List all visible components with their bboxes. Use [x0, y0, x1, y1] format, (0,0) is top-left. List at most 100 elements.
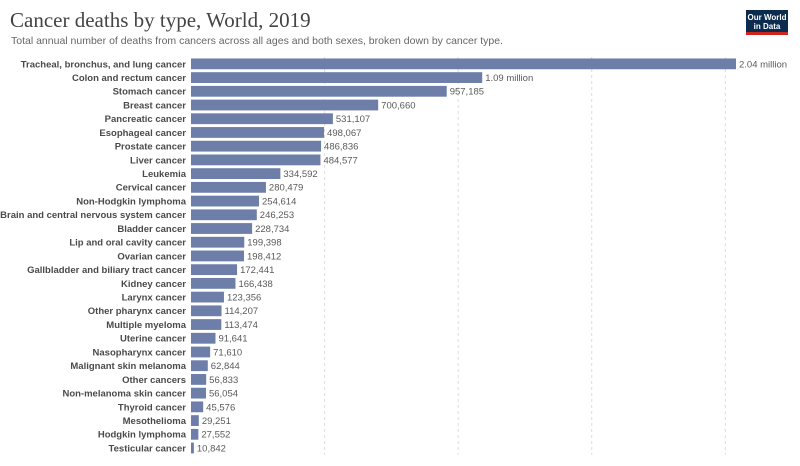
bar[interactable] — [191, 85, 447, 97]
bar-row[interactable]: Non-melanoma skin cancer 56,054 — [62, 387, 238, 400]
bar[interactable] — [191, 168, 281, 180]
bar-row[interactable]: Hodgkin lymphoma 27,552 — [98, 428, 231, 441]
value-label: 498,067 — [327, 128, 361, 139]
category-label: Ovarian cancer — [117, 251, 186, 262]
bar[interactable] — [191, 387, 206, 399]
bar-row[interactable]: Brain and central nervous system cancer 2… — [0, 209, 294, 221]
value-label: 486,836 — [324, 142, 358, 153]
bar-row[interactable]: Thyroid cancer 45,576 — [118, 401, 235, 413]
bar[interactable] — [191, 154, 321, 166]
bar-row[interactable]: Malignant skin melanoma 62,844 — [70, 360, 240, 372]
bar[interactable] — [191, 305, 222, 317]
bar[interactable] — [191, 291, 224, 303]
value-label: 484,577 — [323, 155, 357, 166]
value-label: 45,576 — [206, 402, 235, 413]
bar-row[interactable]: Multiple myeloma 113,474 — [106, 319, 258, 331]
value-label: 62,844 — [211, 361, 240, 372]
bar[interactable] — [191, 223, 253, 234]
value-label: 91,641 — [218, 334, 247, 345]
bar-row[interactable]: Ovarian cancer 198,412 — [117, 250, 281, 263]
bar-row[interactable]: Breast cancer 700,660 — [123, 99, 416, 112]
value-label: 1.09 million — [485, 73, 533, 84]
bar-row[interactable]: Kidney cancer 166,438 — [121, 277, 273, 290]
bars: Tracheal, bronchus, and lung cancer 2.04 … — [0, 58, 787, 454]
bar[interactable] — [191, 264, 238, 276]
value-label: 700,660 — [381, 100, 415, 111]
category-label: Esophageal cancer — [99, 128, 186, 139]
bar[interactable] — [191, 195, 260, 207]
category-label: Thyroid cancer — [118, 402, 186, 413]
bar[interactable] — [191, 401, 204, 413]
bar[interactable] — [191, 181, 266, 193]
category-label: Liver cancer — [130, 155, 186, 166]
category-label: Lip and oral cavity cancer — [69, 238, 186, 249]
value-label: 123,356 — [227, 293, 261, 304]
bar-row[interactable]: Colon and rectum cancer 1.09 million — [72, 72, 533, 84]
bar-row[interactable]: Lip and oral cavity cancer 199,398 — [69, 236, 282, 249]
value-label: 957,185 — [450, 87, 484, 98]
category-label: Other pharynx cancer — [88, 306, 187, 317]
bar[interactable] — [191, 360, 208, 372]
value-label: 254,614 — [262, 196, 296, 207]
bar-row[interactable]: Non-Hodgkin lymphoma 254,614 — [76, 195, 296, 208]
bar-row[interactable]: Testicular cancer 10,842 — [109, 442, 226, 455]
bar-row[interactable]: Prostate cancer 486,836 — [115, 140, 359, 153]
category-label: Malignant skin melanoma — [70, 361, 186, 372]
bar[interactable] — [191, 332, 216, 344]
bar[interactable] — [191, 140, 322, 152]
category-label: Cervical cancer — [116, 183, 187, 194]
bar[interactable] — [191, 236, 245, 248]
bar-row[interactable]: Esophageal cancer 498,067 — [99, 127, 361, 139]
bar-row[interactable]: Tracheal, bronchus, and lung cancer 2.04 … — [21, 58, 787, 70]
bar[interactable] — [191, 428, 199, 440]
bar-row[interactable]: Other cancers 56,833 — [122, 374, 238, 386]
bar-row[interactable]: Larynx cancer 123,356 — [122, 291, 262, 304]
value-label: 27,552 — [201, 430, 230, 441]
bar-row[interactable]: Stomach cancer 957,185 — [113, 85, 484, 98]
category-label: Mesothelioma — [123, 416, 187, 427]
bar[interactable] — [191, 113, 333, 125]
value-label: 166,438 — [238, 279, 272, 290]
category-label: Tracheal, bronchus, and lung cancer — [21, 59, 187, 70]
owid-logo[interactable]: Our World in Data — [746, 10, 788, 35]
chart-title: Cancer deaths by type, World, 2019 — [10, 8, 311, 32]
value-label: 246,253 — [260, 210, 294, 221]
bar-row[interactable]: Cervical cancer 280,479 — [116, 181, 304, 194]
bar-row[interactable]: Gallbladder and biliary tract cancer 172,… — [27, 264, 274, 276]
bar[interactable] — [191, 319, 222, 330]
bar-row[interactable]: Liver cancer 484,577 — [130, 154, 358, 167]
bar-row[interactable]: Mesothelioma 29,251 — [123, 415, 231, 427]
bar[interactable] — [191, 346, 211, 358]
category-label: Uterine cancer — [120, 334, 186, 345]
bar[interactable] — [191, 442, 194, 454]
bar[interactable] — [191, 58, 736, 70]
bar[interactable] — [191, 250, 245, 262]
value-label: 531,107 — [336, 114, 370, 125]
value-label: 56,833 — [209, 375, 238, 386]
bar-row[interactable]: Leukemia 334,592 — [142, 168, 318, 180]
category-label: Prostate cancer — [115, 142, 187, 153]
value-label: 199,398 — [247, 238, 281, 249]
bar[interactable] — [191, 415, 199, 426]
bar[interactable] — [191, 72, 483, 83]
category-label: Kidney cancer — [121, 279, 186, 290]
bar-row[interactable]: Nasopharynx cancer 71,610 — [93, 346, 243, 359]
bar[interactable] — [191, 277, 236, 289]
bar-row[interactable]: Other pharynx cancer 114,207 — [88, 305, 258, 317]
category-label: Gallbladder and biliary tract cancer — [27, 265, 186, 276]
bar[interactable] — [191, 99, 379, 111]
bar[interactable] — [191, 127, 325, 138]
bar-row[interactable]: Pancreatic cancer 531,107 — [105, 113, 371, 125]
bar-row[interactable]: Bladder cancer 228,734 — [117, 223, 289, 235]
category-label: Pancreatic cancer — [105, 114, 187, 125]
logo-line-2: in Data — [753, 22, 781, 31]
bar-row[interactable]: Uterine cancer 91,641 — [120, 332, 248, 345]
category-label: Hodgkin lymphoma — [98, 430, 187, 441]
category-label: Multiple myeloma — [106, 320, 186, 331]
category-label: Leukemia — [142, 169, 187, 180]
category-label: Larynx cancer — [122, 293, 187, 304]
bar[interactable] — [191, 209, 257, 221]
bar[interactable] — [191, 374, 207, 385]
value-label: 172,441 — [240, 265, 274, 276]
